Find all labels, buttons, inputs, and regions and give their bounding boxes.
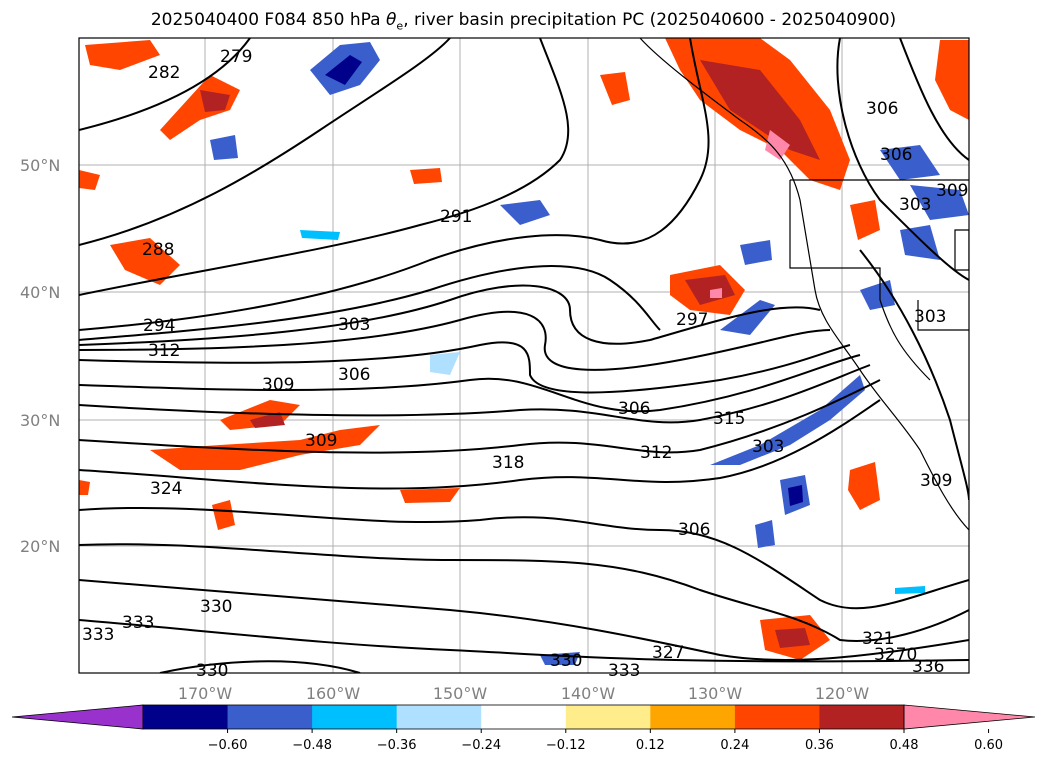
plot-border: [78, 37, 970, 674]
contour-label: 279: [220, 47, 252, 67]
contour-label: 309: [262, 375, 294, 395]
colorbar-tick-label: −0.48: [292, 738, 332, 753]
contour-label: 330: [550, 651, 582, 671]
contour-label: 303: [899, 195, 931, 215]
colorbar-tick-label: −0.60: [208, 738, 248, 753]
contour-label: 291: [440, 207, 472, 227]
contour-label: 309: [920, 471, 952, 491]
colorbar-segment: [734, 705, 820, 729]
contour-label: 306: [678, 520, 710, 540]
colorbar-tick-label: −0.36: [377, 738, 417, 753]
contour-label: 3270: [874, 645, 917, 665]
contour-label: 282: [148, 63, 180, 83]
contour-label: 327: [652, 643, 684, 663]
contour-label: 312: [148, 341, 180, 361]
colorbar-segment: [650, 705, 736, 729]
contour-label: 333: [122, 613, 154, 633]
contour-label: 294: [143, 316, 175, 336]
colorbar-extend-high: [903, 704, 1036, 730]
map-layers: [79, 38, 969, 673]
contour-label: 309: [305, 431, 337, 451]
contour-label: 324: [150, 479, 182, 499]
lon-label: 130°W: [688, 684, 743, 703]
lon-axis-labels: 170°W 160°W 150°W 140°W 130°W 120°W: [178, 684, 870, 703]
precip-positive-areas: [79, 38, 969, 660]
contour-label: 330: [200, 597, 232, 617]
contour-label: 333: [608, 661, 640, 681]
colorbar-extend-low: [11, 704, 144, 730]
colorbar-ticks: −0.60 −0.48 −0.36 −0.24 −0.12 0.12 0.24 0.36 0.4…: [208, 729, 1003, 753]
colorbar: [11, 704, 1036, 730]
contour-label: 312: [640, 443, 672, 463]
colorbar-tick-label: 0.12: [636, 738, 665, 753]
colorbar-segment: [396, 705, 482, 729]
colorbar-segment: [565, 705, 651, 729]
lon-label: 160°W: [306, 684, 361, 703]
theta-e-contours: [79, 38, 969, 673]
lat-axis-labels: 50°N 40°N 30°N 20°N: [20, 156, 60, 556]
colorbar-segment: [312, 705, 398, 729]
colorbar-segment: [227, 705, 313, 729]
precip-negative-areas: [210, 42, 969, 665]
colorbar-tick-label: 0.60: [974, 738, 1003, 753]
lat-label: 50°N: [20, 156, 60, 175]
contour-label: 303: [914, 307, 946, 327]
map-title: 2025040400 F084 850 hPa θe, river basin …: [150, 10, 897, 33]
lat-label: 40°N: [20, 283, 60, 302]
colorbar-border: [142, 704, 905, 730]
contour-label: 306: [618, 399, 650, 419]
lon-label: 150°W: [433, 684, 488, 703]
contour-label: 318: [492, 453, 524, 473]
contour-label: 303: [338, 315, 370, 335]
contour-label: 297: [676, 310, 708, 330]
contour-label: 321: [862, 629, 894, 649]
lon-label: 140°W: [561, 684, 616, 703]
contour-label: 306: [338, 365, 370, 385]
contour-label: 288: [142, 240, 174, 260]
contour-labels: 282 279 288 291 294 312 303 309 306 309 …: [82, 47, 968, 681]
contour-label: 306: [866, 99, 898, 119]
colorbar-tick-label: −0.12: [546, 738, 586, 753]
colorbar-segment: [819, 705, 905, 729]
colorbar-tick-label: 0.48: [890, 738, 919, 753]
contour-label: 333: [82, 625, 114, 645]
colorbar-segment: [481, 705, 567, 729]
colorbar-tick-label: −0.24: [461, 738, 501, 753]
contour-label: 306: [880, 145, 912, 165]
coastline: [639, 38, 969, 531]
lat-label: 20°N: [20, 537, 60, 556]
lon-label: 120°W: [815, 684, 870, 703]
contour-label: 315: [713, 409, 745, 429]
contour-label: 336: [912, 657, 944, 677]
colorbar-segment: [143, 705, 229, 729]
lat-label: 30°N: [20, 411, 60, 430]
lon-label: 170°W: [178, 684, 233, 703]
contour-label: 330: [196, 661, 228, 681]
contour-label: 309: [936, 181, 968, 201]
contour-label: 303: [752, 437, 784, 457]
colorbar-tick-label: 0.24: [720, 738, 749, 753]
colorbar-tick-label: 0.36: [805, 738, 834, 753]
